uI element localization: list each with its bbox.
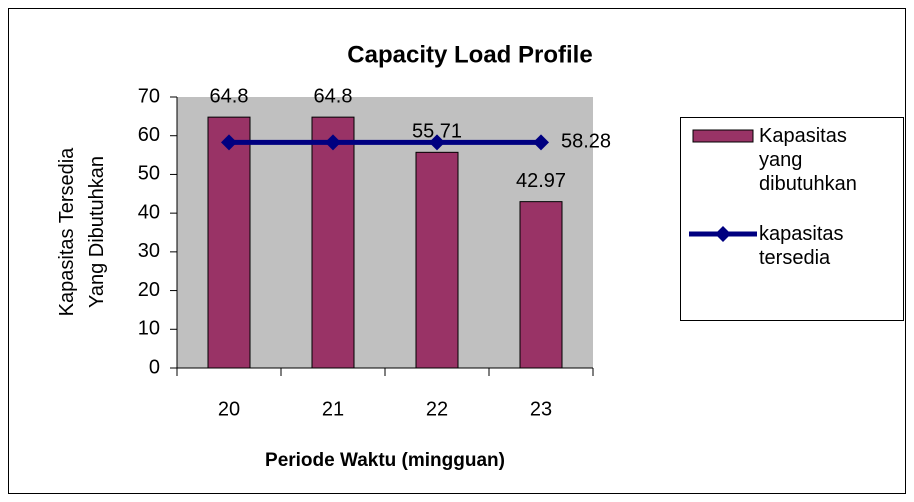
y-tick-label: 40: [138, 201, 160, 223]
data-label: 64.8: [210, 85, 249, 107]
bar: [415, 151, 459, 369]
data-label: 42.97: [516, 170, 566, 192]
y-tick-label: 60: [138, 124, 160, 146]
y-tick-label: 50: [138, 163, 160, 185]
line-marker: [221, 134, 237, 151]
x-tick-label: 23: [530, 398, 552, 420]
y-tick-label: 30: [138, 240, 160, 262]
y-axis-label: Kapasitas Tersedia Yang Dibutuhkan: [56, 147, 108, 317]
chart-title: Capacity Load Profile: [347, 41, 592, 68]
legend-keys: [689, 129, 757, 242]
data-label: 58.28: [561, 131, 611, 153]
y-tick-label: 70: [138, 85, 160, 107]
legend: Kapasitas yang dibutuhkan kapasitas ters…: [680, 117, 904, 321]
y-tick-label: 10: [138, 318, 160, 340]
bar: [311, 116, 355, 369]
legend-key-marker: [715, 226, 731, 242]
legend-label: kapasitas tersedia: [759, 223, 844, 269]
bar: [207, 116, 251, 369]
x-tick-label: 22: [426, 398, 448, 420]
x-axis-label: Periode Waktu (mingguan): [265, 450, 505, 471]
line-marker: [533, 134, 549, 151]
line-marker: [325, 134, 341, 151]
bar: [519, 201, 563, 369]
y-tick-label: 20: [138, 279, 160, 301]
y-tick-label: 0: [149, 356, 160, 378]
legend-label: Kapasitas yang dibutuhkan: [759, 125, 857, 195]
legend-key: [692, 129, 754, 143]
data-label: 55.71: [412, 121, 462, 143]
data-label: 64.8: [314, 85, 353, 107]
line-marker: [429, 134, 445, 151]
x-tick-label: 21: [322, 398, 344, 420]
x-tick-label: 20: [218, 398, 240, 420]
